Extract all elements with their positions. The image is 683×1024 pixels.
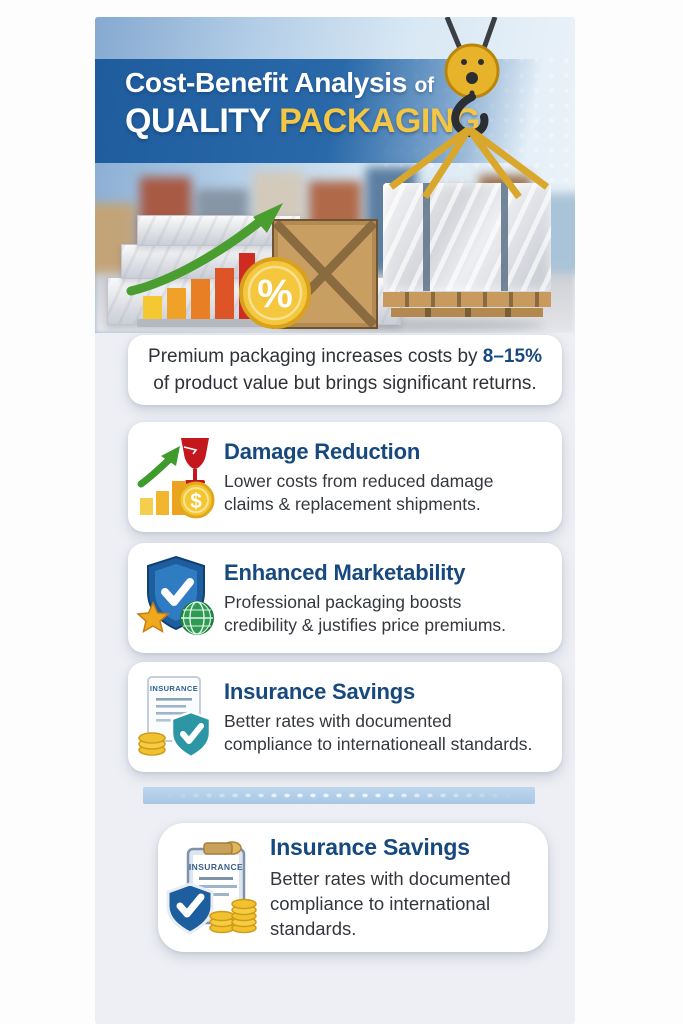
percent-symbol: % [257, 272, 293, 316]
damage-reduction-icon: $ [128, 434, 224, 520]
card-title: Damage Reduction [224, 438, 421, 464]
benefit-card-insurance-savings: INSURANCE Insurance Savings Better rates… [128, 662, 562, 772]
card-body: Professional packaging boosts credibilit… [224, 591, 507, 635]
intro-line2: of product value but brings significant … [153, 373, 537, 394]
card-title: Enhanced Marketability [224, 559, 466, 585]
dollar-symbol: $ [190, 490, 202, 513]
benefit-card-enhanced-marketability: Enhanced Marketability Professional pack… [128, 543, 562, 653]
wrapped-pallet-cargo [383, 183, 551, 325]
card-body: Better rates with documented compliance … [270, 868, 511, 939]
growth-bars-and-percent-coin-icon: % [126, 203, 311, 329]
cost-percentage-highlight: 8–15% [482, 346, 542, 367]
card-title: Insurance Savings [270, 834, 470, 860]
poster-title-line2: QUALITY PACKAGING [125, 102, 480, 140]
wooden-pallet [383, 292, 551, 307]
hero-image: % Cost-Benefit Analysis of QUALITY PACKA… [95, 17, 575, 333]
insurance-clipboard-icon: INSURANCE [158, 840, 270, 936]
card-body: Lower costs from reduced damage claims &… [224, 470, 494, 514]
intro-statement-card: Premium packaging increases costs by 8–1… [128, 335, 562, 405]
infographic-poster: % Cost-Benefit Analysis of QUALITY PACKA… [95, 17, 575, 1024]
footer-card-insurance-savings: INSURANCE Insurance Savings Better r [158, 823, 548, 952]
divider-dots-pattern [143, 787, 535, 804]
title-accent-word: PACKAGING [279, 102, 480, 140]
marketability-shield-icon [128, 555, 224, 641]
intro-line1: Premium packaging increases costs by 8–1… [148, 346, 542, 367]
title-banner: Cost-Benefit Analysis of QUALITY PACKAGI… [95, 59, 575, 163]
card-title: Insurance Savings [224, 678, 416, 704]
insurance-document-icon: INSURANCE [128, 674, 224, 760]
shrink-wrapped-load [383, 183, 551, 291]
insurance-doc-label: INSURANCE [189, 862, 243, 872]
insurance-doc-label: INSURANCE [150, 684, 198, 693]
card-body: Better rates with documented compliance … [224, 710, 533, 754]
poster-title-line1: Cost-Benefit Analysis of [125, 67, 434, 98]
benefit-card-damage-reduction: $ Damage Reduction Lower costs from redu… [128, 422, 562, 532]
section-divider-bar [143, 787, 535, 804]
